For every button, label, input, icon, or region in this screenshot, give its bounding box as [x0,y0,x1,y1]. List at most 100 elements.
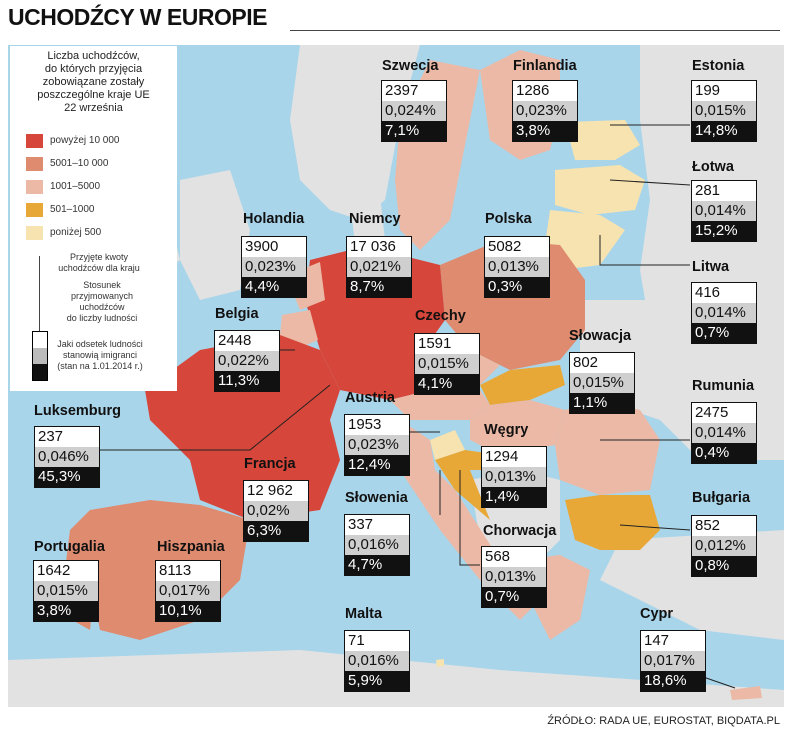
legend-explain-box [32,331,48,381]
country-card-malta: 71 0,016% 5,9% [344,630,410,692]
europe-map [8,45,784,707]
legend-label-below-500: poniżej 500 [50,227,102,238]
quota-value: 2397 [382,81,446,101]
country-bulgaria [565,495,660,550]
country-name-chorwacja: Chorwacja [483,523,557,539]
immigrants-value: 10,1% [156,601,220,621]
legend-explain-box-bottom [33,364,47,380]
country-name-slowenia: Słowenia [345,490,408,506]
quota-value: 237 [35,427,99,447]
country-name-malta: Malta [345,606,383,622]
country-card-lotwa: 281 0,014% 15,2% [691,180,757,242]
country-malta [436,659,444,667]
source-note: ŹRÓDŁO: RADA UE, EUROSTAT, BIQDATA.PL [547,715,780,727]
ratio-value: 0,02% [244,501,308,521]
legend-explain-mid: Stosunek przyjmowanych uchodźców do licz… [66,280,138,323]
ratio-value: 0,016% [345,535,409,555]
country-card-wegry: 1294 0,013% 1,4% [481,446,547,508]
immigrants-value: 4,7% [345,555,409,575]
country-card-litwa: 416 0,014% 0,7% [691,282,757,344]
immigrants-value: 8,7% [347,277,411,297]
ratio-value: 0,046% [35,447,99,467]
country-denmark [350,195,385,245]
ratio-value: 0,015% [415,354,479,374]
country-name-cypr: Cypr [640,606,674,622]
quota-value: 12 962 [244,481,308,501]
leader-latvia [609,179,691,186]
country-slovakia [480,365,565,405]
leader-bulgaria [619,524,691,531]
legend-label-5001-10000: 5001–10 000 [50,158,109,169]
quota-value: 1591 [415,334,479,354]
country-card-bulgaria: 852 0,012% 0,8% [691,515,757,577]
quota-value: 1286 [513,81,577,101]
quota-value: 147 [641,631,705,651]
country-name-francja: Francja [244,456,296,472]
quota-value: 852 [692,516,756,536]
country-card-polska: 5082 0,013% 0,3% [484,236,550,298]
country-latvia [555,165,645,215]
country-name-austria: Austria [345,390,395,406]
legend-swatch-above-10000 [26,134,43,148]
ratio-value: 0,023% [345,435,409,455]
country-name-czechy: Czechy [415,308,466,324]
country-name-wegry: Węgry [484,422,529,438]
quota-value: 2475 [692,403,756,423]
ratio-value: 0,016% [345,651,409,671]
ratio-value: 0,015% [34,581,98,601]
legend-explain-box-middle [33,348,47,364]
legend-explain-top: Przyjęte kwoty uchodźców dla kraju [58,252,140,273]
immigrants-value: 4,4% [242,277,306,297]
country-name-lotwa: Łotwa [692,159,734,175]
legend-label-1001-5000: 1001–5000 [50,181,101,192]
country-name-luksemburg: Luksemburg [34,403,122,419]
immigrants-value: 0,7% [692,323,756,343]
country-card-szwecja: 2397 0,024% 7,1% [381,80,447,142]
country-romania [555,400,660,495]
immigrants-value: 4,1% [415,374,479,394]
quota-value: 802 [570,353,634,373]
legend-swatch-below-500 [26,226,43,240]
legend-label-above-10000: powyżej 10 000 [50,135,120,146]
ratio-value: 0,022% [215,351,279,371]
page-title: UCHODŹCY W EUROPIE [8,4,267,30]
leader-croatia [459,470,480,566]
immigrants-value: 3,8% [513,121,577,141]
ratio-value: 0,015% [692,101,756,121]
country-card-belgia: 2448 0,022% 11,3% [214,330,280,392]
quota-value: 8113 [156,561,220,581]
country-card-slowenia: 337 0,016% 4,7% [344,514,410,576]
legend-title: Liczba uchodźców, do których przyjęcia z… [37,50,150,114]
quota-value: 1294 [482,447,546,467]
country-austria [390,390,490,420]
country-card-holandia: 3900 0,023% 4,4% [241,236,307,298]
country-name-finlandia: Finlandia [513,58,577,74]
quota-value: 281 [692,181,756,201]
country-hungary [470,400,565,455]
immigrants-value: 0,8% [692,556,756,576]
immigrants-value: 18,6% [641,671,705,691]
legend-swatch-501-1000 [26,203,43,217]
immigrants-value: 1,4% [482,487,546,507]
leader-luxembourg [100,384,331,451]
immigrants-value: 5,9% [345,671,409,691]
country-card-portugalia: 1642 0,015% 3,8% [33,560,99,622]
ratio-value: 0,013% [485,257,549,277]
title-divider [290,30,780,31]
country-name-slowacja: Słowacja [569,328,632,344]
quota-value: 71 [345,631,409,651]
country-card-chorwacja: 568 0,013% 0,7% [481,546,547,608]
country-card-luksemburg: 237 0,046% 45,3% [34,426,100,488]
ratio-value: 0,012% [692,536,756,556]
quota-value: 3900 [242,237,306,257]
quota-value: 5082 [485,237,549,257]
immigrants-value: 1,1% [570,393,634,413]
country-card-czechy: 1591 0,015% 4,1% [414,333,480,395]
country-cyprus [730,686,762,700]
quota-value: 1953 [345,415,409,435]
quota-value: 337 [345,515,409,535]
immigrants-value: 15,2% [692,221,756,241]
country-name-bulgaria: Bułgaria [692,490,751,506]
country-name-niemcy: Niemcy [349,211,401,227]
country-card-niemcy: 17 036 0,021% 8,7% [346,236,412,298]
